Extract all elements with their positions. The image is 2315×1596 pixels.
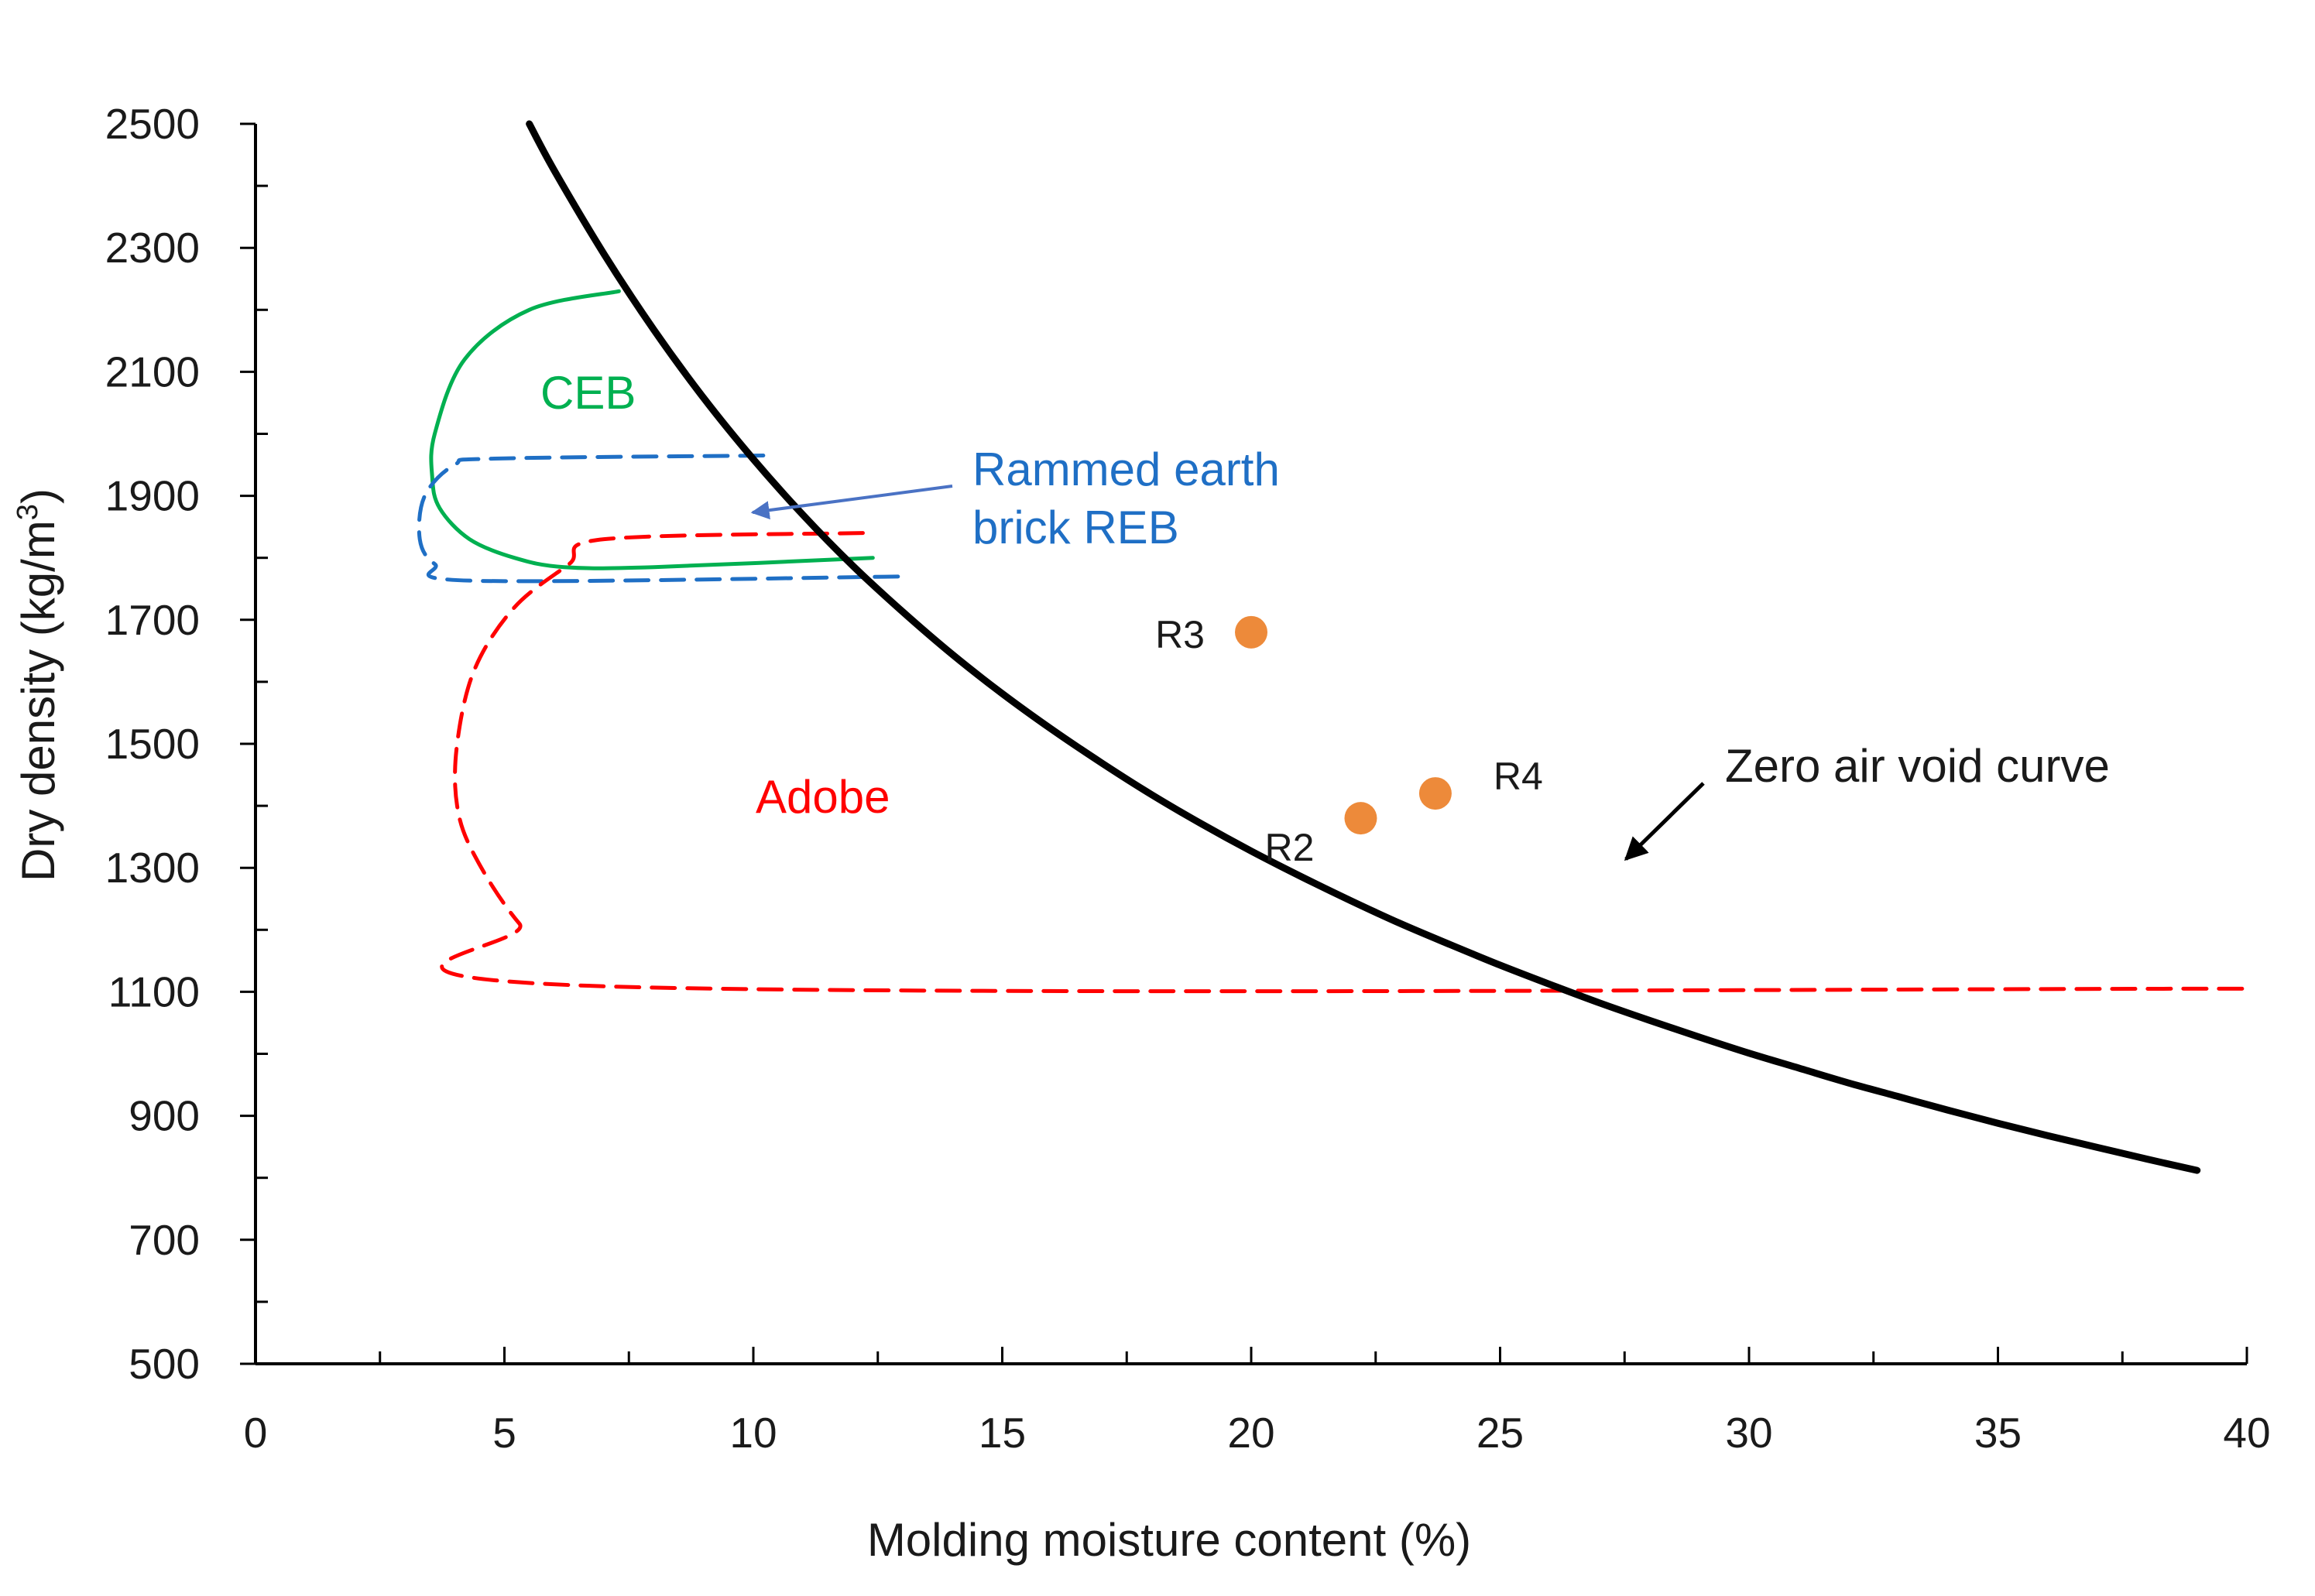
zav-arrow (1624, 782, 1705, 861)
adobe-region (440, 531, 2249, 994)
x-tick-label: 35 (1974, 1409, 2022, 1457)
x-tick-label: 20 (1227, 1409, 1274, 1457)
y-tick-label: 2300 (105, 224, 200, 272)
x-tick-label: 5 (492, 1409, 516, 1457)
data-point-r2 (1344, 802, 1377, 835)
y-tick-label: 1100 (108, 968, 200, 1015)
y-tick-label: 500 (129, 1340, 200, 1388)
x-axis-title: Molding moisture content (%) (867, 1514, 1471, 1566)
y-tick-label: 2500 (105, 100, 200, 148)
y-axis-title-main: Dry density (kg/m (12, 520, 64, 882)
x-tick-label: 25 (1476, 1409, 1524, 1457)
axes: 0 5 10 15 20 25 30 35 40 500 700 900 1100 1300 1500 17… (105, 100, 2271, 1457)
zero-air-void-curve (526, 120, 2201, 1174)
y-tick-label: 900 (129, 1092, 200, 1140)
x-tick-label: 40 (2223, 1409, 2270, 1457)
zav-label: Zero air void curve (1725, 740, 2110, 792)
data-label-r4: R4 (1494, 755, 1543, 798)
x-ticks: 0 5 10 15 20 25 30 35 40 (244, 1347, 2271, 1457)
adobe-label: Adobe (756, 771, 890, 823)
ceb-region (429, 289, 875, 570)
data-label-r2: R2 (1265, 826, 1315, 869)
data-point-r4 (1418, 777, 1452, 810)
data-point-r3 (1235, 615, 1267, 649)
points-layer: R3 R2 R4 (1155, 613, 1543, 869)
reb-label-line2: brick REB (972, 502, 1179, 553)
x-tick-label: 10 (729, 1409, 777, 1457)
y-ticks: 500 700 900 1100 1300 1500 1700 1900 2100 2300 250… (105, 100, 268, 1388)
y-axis-title: Dry density (kg/m3) (12, 488, 64, 882)
y-tick-label: 1300 (105, 844, 200, 892)
y-tick-label: 1700 (105, 596, 200, 644)
x-tick-label: 15 (979, 1409, 1026, 1457)
x-tick-label: 30 (1725, 1409, 1772, 1457)
data-label-r3: R3 (1155, 613, 1205, 656)
x-tick-label: 0 (244, 1409, 268, 1457)
ceb-label: CEB (540, 367, 636, 419)
y-tick-label: 2100 (105, 348, 200, 396)
y-tick-label: 1900 (105, 472, 200, 520)
y-tick-label: 700 (129, 1216, 200, 1264)
y-tick-label: 1500 (105, 720, 200, 768)
series-layer (417, 120, 2249, 1174)
reb-label-line1: Rammed earth (972, 444, 1280, 495)
reb-arrow (750, 485, 953, 520)
y-axis-title-close: ) (12, 488, 64, 504)
reb-region (417, 454, 910, 584)
y-axis-title-sup: 3 (12, 504, 44, 520)
